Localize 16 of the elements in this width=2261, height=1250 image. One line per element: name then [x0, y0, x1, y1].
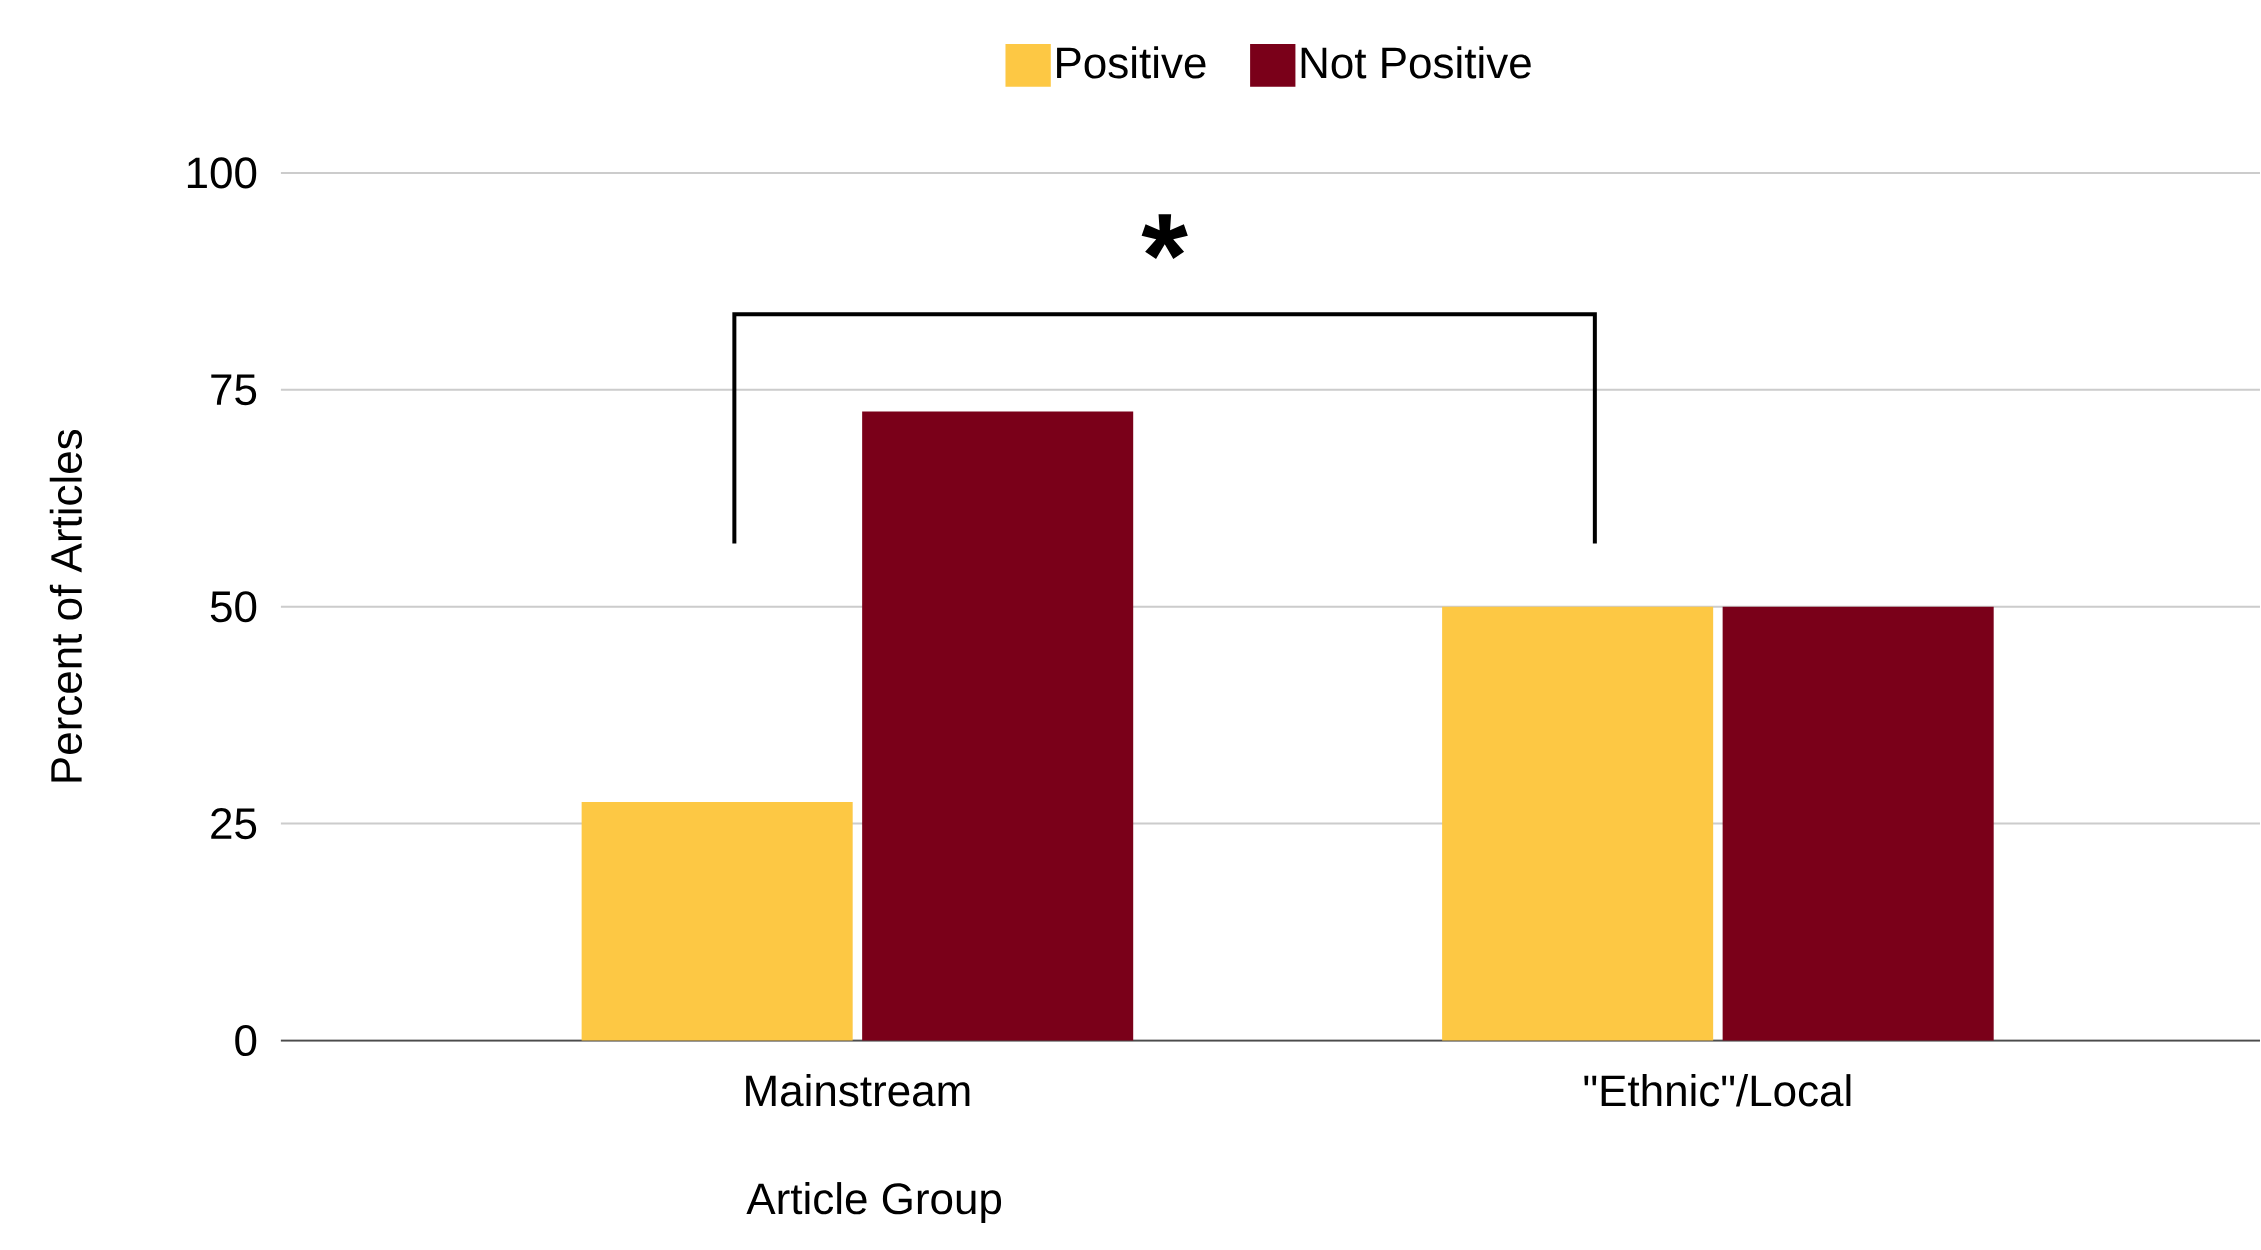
legend-label: Not Positive — [1301, 45, 1531, 79]
x-tick-label: "Ethnic"/Local — [1584, 1073, 1851, 1107]
bar — [581, 801, 853, 1041]
bar — [1442, 606, 1714, 1041]
x-tick-label: Mainstream — [746, 1073, 970, 1107]
y-tick-label: 25 — [211, 807, 257, 839]
bar — [862, 411, 1134, 1041]
x-axis-title: Article Group — [746, 1181, 1002, 1223]
y-tick-label: 50 — [210, 590, 257, 623]
y-tick-label: 0 — [235, 1024, 257, 1056]
y-tick-label: 100 — [187, 157, 257, 189]
y-axis-title: Percent of Articles — [49, 429, 83, 782]
annotation: * — [1141, 214, 1188, 259]
bar — [1722, 606, 1994, 1041]
y-tick-label: 75 — [211, 374, 257, 405]
legend-label: Positive — [1057, 45, 1206, 79]
